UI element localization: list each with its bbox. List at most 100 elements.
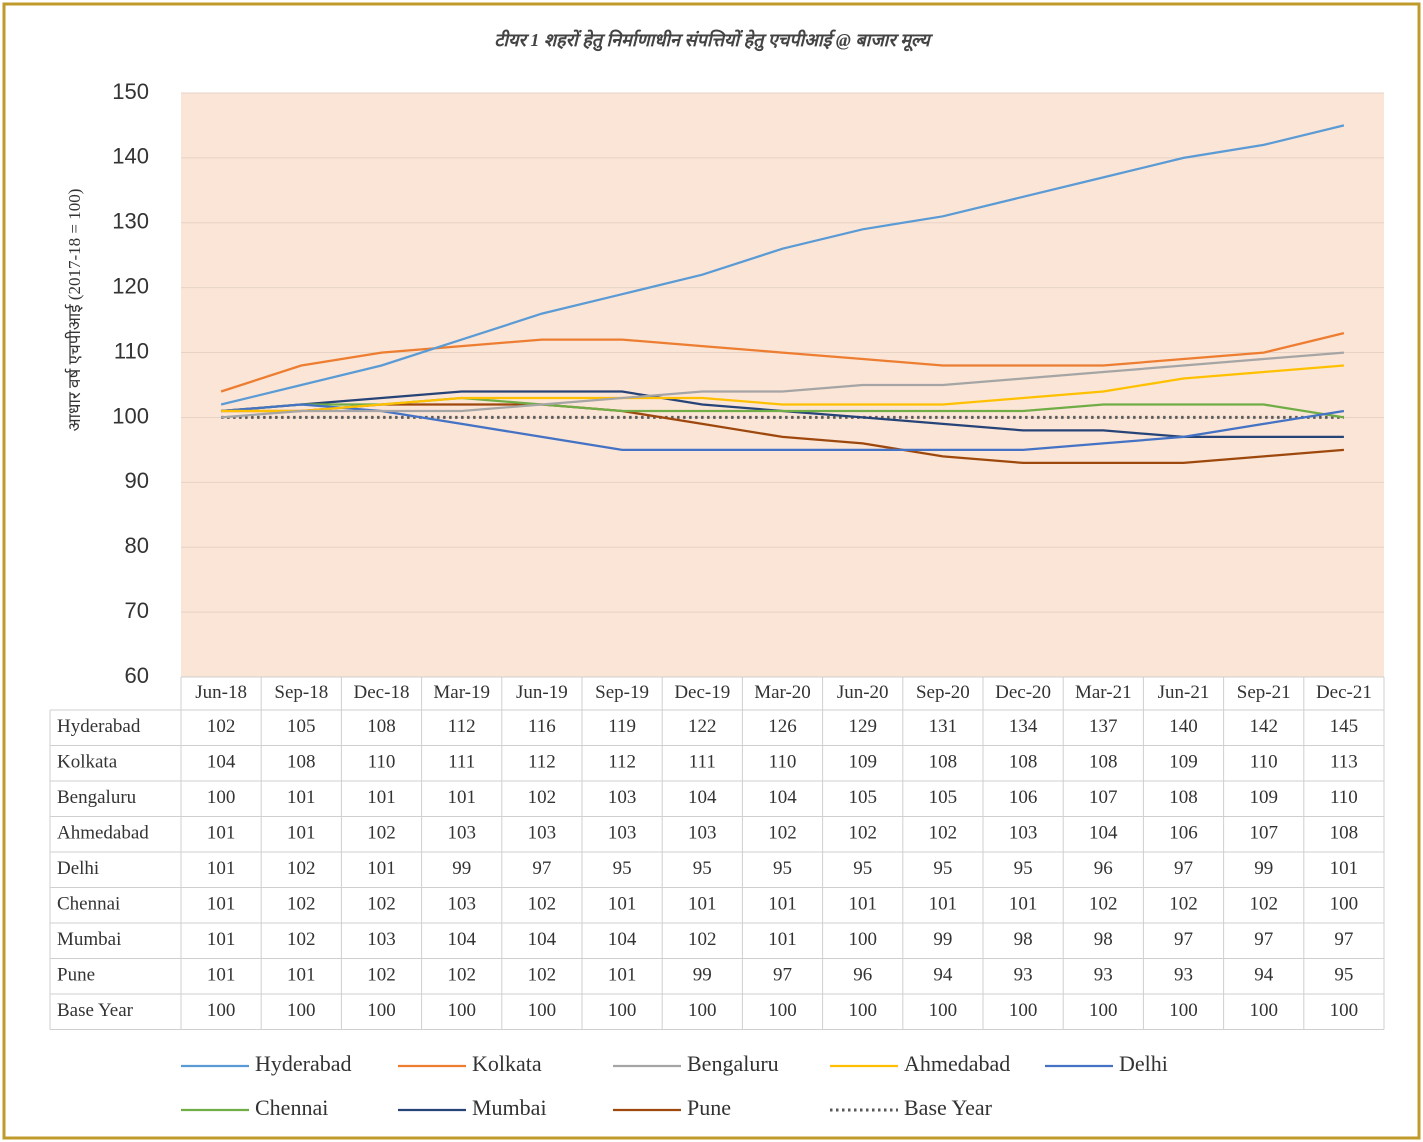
table-cell: 101 <box>608 965 637 986</box>
table-cell: 97 <box>1254 929 1273 950</box>
series-line <box>221 403 1344 465</box>
series-line <box>221 351 1344 419</box>
table-cell: 108 <box>1169 787 1198 808</box>
table-cell: 140 <box>1169 716 1198 737</box>
table-cell: 104 <box>528 929 557 950</box>
table-cell: 102 <box>367 965 396 986</box>
x-tick-label: Sep-19 <box>595 682 649 703</box>
chart-title: टीयर 1 शहरों हेतु निर्माणाधीन संपत्तियों… <box>494 29 933 52</box>
table-cell: 99 <box>933 929 952 950</box>
table-cell: 100 <box>768 1000 797 1021</box>
table-cell: 102 <box>688 929 717 950</box>
table-cell: 101 <box>608 894 637 915</box>
table-cell: 109 <box>1169 752 1198 773</box>
table-cell: 102 <box>768 823 797 844</box>
table-row-label: Hyderabad <box>57 716 141 737</box>
x-tick-label: Mar-21 <box>1075 682 1132 703</box>
table-cell: 98 <box>1094 929 1113 950</box>
plot-area <box>181 93 1384 677</box>
table-cell: 99 <box>1254 858 1273 879</box>
table-cell: 99 <box>693 965 712 986</box>
table-cell: 110 <box>769 752 797 773</box>
table-cell: 101 <box>287 787 316 808</box>
table-cell: 103 <box>608 787 637 808</box>
table-cell: 101 <box>207 929 236 950</box>
table-cell: 103 <box>1009 823 1038 844</box>
table-cell: 99 <box>452 858 471 879</box>
table-cell: 108 <box>367 716 396 737</box>
table-cell: 104 <box>688 787 717 808</box>
y-tick-label: 110 <box>114 338 149 363</box>
y-tick-label: 140 <box>112 144 149 169</box>
table-row-label: Mumbai <box>57 929 121 950</box>
table-cell: 101 <box>287 965 316 986</box>
table-cell: 112 <box>608 752 636 773</box>
table-cell: 101 <box>848 894 877 915</box>
table-cell: 97 <box>532 858 551 879</box>
table-cell: 110 <box>368 752 396 773</box>
table-cell: 101 <box>367 787 396 808</box>
table-cell: 100 <box>608 1000 637 1021</box>
legend-label: Bengaluru <box>687 1051 779 1076</box>
legend-label: Chennai <box>255 1095 328 1120</box>
table-cell: 116 <box>528 716 556 737</box>
table-cell: 131 <box>929 716 958 737</box>
table-cell: 101 <box>207 965 236 986</box>
table-cell: 122 <box>688 716 717 737</box>
table-cell: 101 <box>1009 894 1038 915</box>
y-tick-label: 90 <box>125 468 149 493</box>
table-cell: 103 <box>528 823 557 844</box>
table-cell: 104 <box>608 929 637 950</box>
y-tick-label: 80 <box>125 533 149 558</box>
table-cell: 93 <box>1094 965 1113 986</box>
table-cell: 97 <box>1174 858 1193 879</box>
table-cell: 102 <box>1089 894 1118 915</box>
table-cell: 95 <box>933 858 952 879</box>
series-line <box>220 332 1345 393</box>
table-cell: 109 <box>1249 787 1278 808</box>
y-tick-label: 130 <box>112 209 149 234</box>
table-cell: 102 <box>848 823 877 844</box>
table-cell: 119 <box>608 716 636 737</box>
table-cell: 104 <box>447 929 476 950</box>
table-cell: 101 <box>207 858 236 879</box>
y-tick-label: 150 <box>112 79 149 104</box>
y-axis-label: आधार वर्ष एचपीआई (2017-18 = 100) <box>64 189 84 432</box>
table-cell: 104 <box>768 787 797 808</box>
series-line <box>221 403 1345 452</box>
x-tick-label: Sep-20 <box>916 682 970 703</box>
table-cell: 142 <box>1249 716 1278 737</box>
legend-label: Hyderabad <box>255 1051 352 1076</box>
table-cell: 96 <box>853 965 872 986</box>
table-cell: 107 <box>1089 787 1118 808</box>
table-cell: 126 <box>768 716 797 737</box>
table-cell: 104 <box>207 752 236 773</box>
y-tick-label: 70 <box>125 598 149 623</box>
table-cell: 108 <box>929 752 958 773</box>
table-cell: 95 <box>773 858 792 879</box>
table-cell: 145 <box>1330 716 1359 737</box>
table-cell: 102 <box>207 716 236 737</box>
table-cell: 100 <box>367 1000 396 1021</box>
table-row-label: Kolkata <box>57 752 118 773</box>
series-line <box>221 364 1344 413</box>
table-cell: 105 <box>929 787 958 808</box>
table-cell: 101 <box>688 894 717 915</box>
table-cell: 103 <box>447 823 476 844</box>
table-cell: 112 <box>528 752 556 773</box>
x-tick-label: Jun-20 <box>837 682 889 703</box>
table-cell: 134 <box>1009 716 1038 737</box>
table-cell: 107 <box>1249 823 1278 844</box>
x-tick-label: Jun-21 <box>1158 682 1210 703</box>
table-cell: 102 <box>287 929 316 950</box>
table-cell: 101 <box>207 823 236 844</box>
table-cell: 102 <box>528 965 557 986</box>
table-cell: 98 <box>1014 929 1033 950</box>
table-cell: 102 <box>287 894 316 915</box>
table-row-label: Base Year <box>57 1000 134 1021</box>
table-row-label: Delhi <box>57 858 99 879</box>
table-cell: 106 <box>1009 787 1038 808</box>
table-cell: 97 <box>773 965 792 986</box>
table-cell: 102 <box>528 787 557 808</box>
y-tick-label: 100 <box>112 403 149 428</box>
